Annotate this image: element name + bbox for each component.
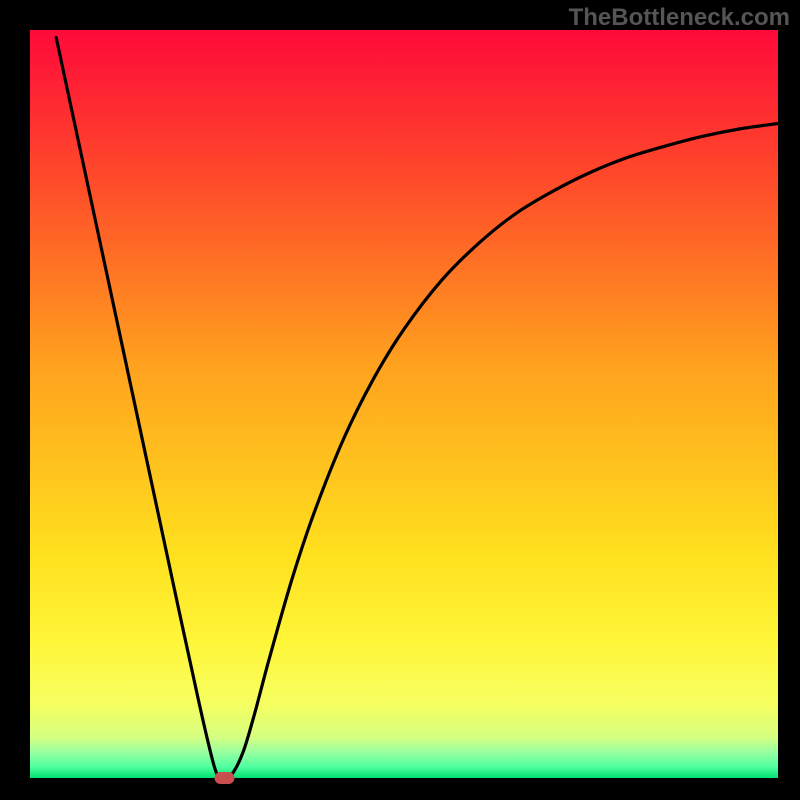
chart-frame: TheBottleneck.com <box>0 0 800 800</box>
watermark-text: TheBottleneck.com <box>569 4 790 32</box>
bottleneck-chart <box>0 0 800 800</box>
optimal-point-marker <box>214 772 234 784</box>
plot-background <box>30 30 778 778</box>
